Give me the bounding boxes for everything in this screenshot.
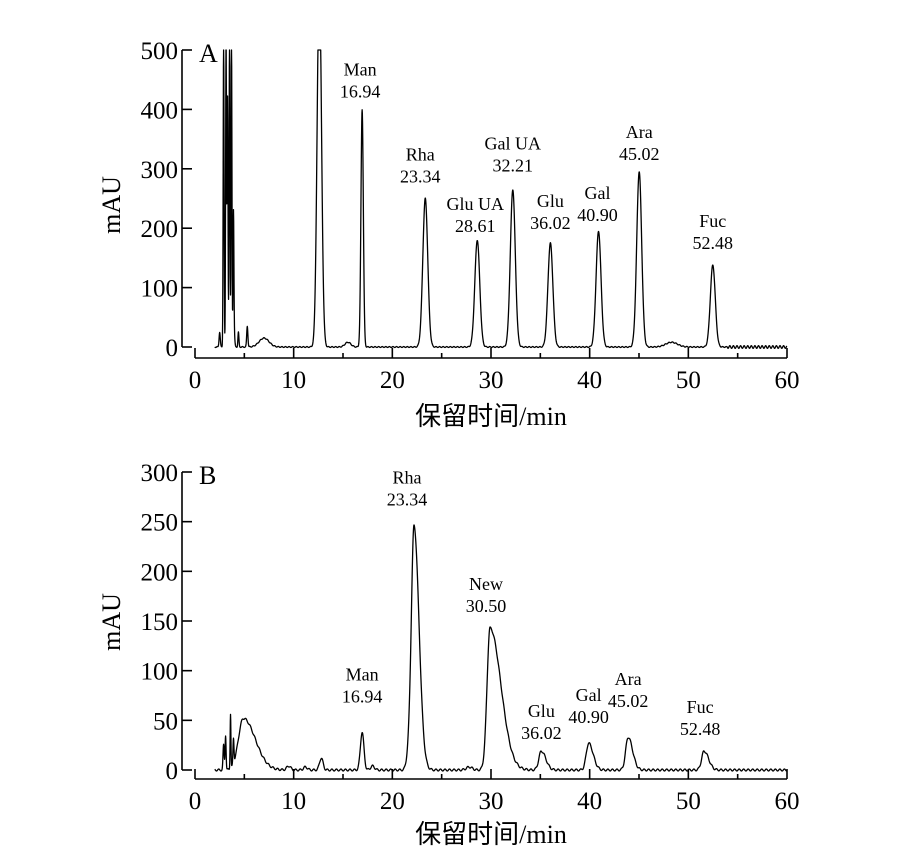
peak-name-label: Man	[346, 664, 379, 684]
peak-name-label: Fuc	[687, 697, 714, 717]
y-tick-label: 0	[166, 335, 179, 362]
peak-time-label: 40.90	[568, 707, 609, 727]
peak-name-label: Glu UA	[447, 194, 505, 214]
x-tick-label: 40	[577, 367, 602, 394]
x-tick-label: 60	[775, 788, 800, 815]
peak-time-label: 16.94	[340, 81, 381, 101]
y-tick-label: 50	[153, 708, 178, 735]
chromatogram-trace	[214, 524, 788, 772]
y-tick-label: 250	[141, 510, 179, 537]
peak-name-label: Glu	[528, 701, 555, 721]
x-axis-title: 保留时间/min	[415, 820, 567, 849]
peak-time-label: 36.02	[521, 723, 562, 743]
x-tick-label: 10	[281, 788, 306, 815]
y-tick-label: 200	[141, 559, 179, 586]
peak-name-label: Man	[344, 59, 377, 79]
y-tick-label: 100	[141, 276, 179, 303]
peak-time-label: 45.02	[619, 144, 660, 164]
peak-name-label: Fuc	[699, 211, 726, 231]
y-axis-title: mAU	[97, 176, 126, 234]
y-tick-label: 300	[141, 157, 179, 184]
peak-time-label: 40.90	[577, 205, 618, 225]
peak-time-label: 36.02	[530, 213, 571, 233]
peak-name-label: Gal UA	[485, 134, 542, 154]
y-tick-label: 0	[166, 758, 179, 785]
peak-time-label: 52.48	[693, 233, 734, 253]
peak-name-label: Glu	[537, 191, 564, 211]
x-axis-title: 保留时间/min	[415, 402, 567, 431]
peak-name-label: Gal	[585, 183, 611, 203]
peak-time-label: 23.34	[387, 490, 428, 510]
peak-time-label: 52.48	[680, 719, 721, 739]
x-tick-label: 20	[380, 788, 405, 815]
peak-name-label: Gal	[576, 685, 602, 705]
peak-time-label: 45.02	[608, 691, 649, 711]
x-tick-label: 0	[189, 788, 202, 815]
x-tick-label: 30	[479, 788, 504, 815]
peak-time-label: 23.34	[400, 167, 441, 187]
x-tick-label: 60	[775, 367, 800, 394]
y-tick-label: 200	[141, 216, 179, 243]
y-axis-title: mAU	[97, 593, 126, 651]
x-tick-label: 40	[577, 788, 602, 815]
peak-name-label: Ara	[626, 122, 653, 142]
y-tick-label: 500	[141, 38, 179, 65]
chromatogram-trace	[214, 49, 788, 349]
peak-name-label: New	[469, 574, 503, 594]
peak-time-label: 32.21	[493, 156, 534, 176]
y-tick-label: 100	[141, 659, 179, 686]
x-tick-label: 50	[676, 788, 701, 815]
y-tick-label: 150	[141, 609, 179, 636]
panel-label: A	[199, 39, 218, 68]
x-tick-label: 50	[676, 367, 701, 394]
peak-name-label: Rha	[406, 145, 435, 165]
y-tick-label: 300	[141, 460, 179, 487]
x-tick-label: 10	[281, 367, 306, 394]
peak-name-label: Ara	[615, 669, 642, 689]
peak-time-label: 16.94	[342, 686, 383, 706]
x-tick-label: 0	[189, 367, 202, 394]
peak-time-label: 30.50	[466, 596, 507, 616]
peak-time-label: 28.61	[455, 216, 496, 236]
panel-label: B	[199, 461, 216, 490]
peak-name-label: Rha	[393, 468, 422, 488]
x-tick-label: 30	[479, 367, 504, 394]
x-tick-label: 20	[380, 367, 405, 394]
y-tick-label: 400	[141, 97, 179, 124]
